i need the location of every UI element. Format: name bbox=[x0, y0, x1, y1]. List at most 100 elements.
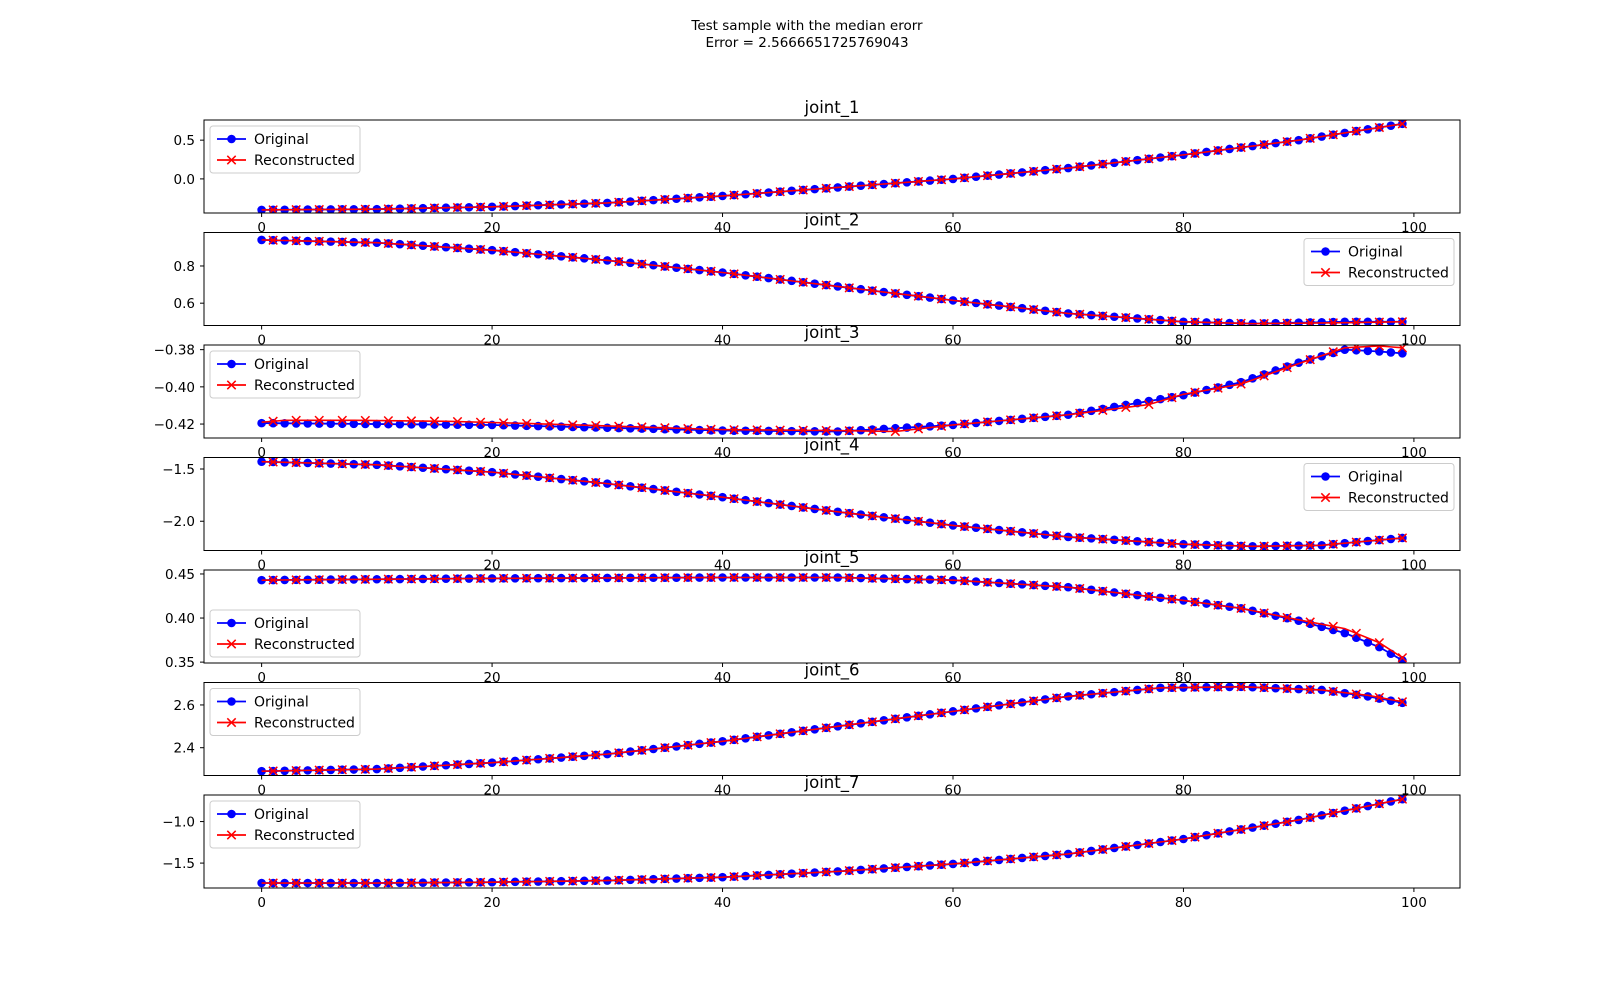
subplot-joint-4: joint_4 0 20 40 60 80 100 −1.5 −2.0 Original Recon… bbox=[162, 436, 1461, 574]
data-point-reconstructed bbox=[867, 426, 878, 436]
series-reconstructed bbox=[261, 457, 1408, 551]
data-point-reconstructed bbox=[1259, 371, 1269, 381]
legend: Original Reconstructed bbox=[1303, 238, 1455, 286]
series-line-original bbox=[261, 239, 1403, 325]
data-point-reconstructed bbox=[1213, 317, 1223, 326]
x-tick-label: 40 bbox=[714, 670, 731, 686]
data-point-reconstructed bbox=[1098, 844, 1108, 855]
data-point-reconstructed bbox=[1213, 682, 1223, 692]
data-point-reconstructed bbox=[291, 457, 301, 468]
data-point-reconstructed bbox=[844, 181, 855, 192]
data-point-original bbox=[626, 424, 635, 433]
data-point-reconstructed bbox=[1397, 317, 1408, 326]
data-point-reconstructed bbox=[1121, 402, 1131, 413]
legend-label: Reconstructed bbox=[1348, 266, 1449, 282]
data-point-reconstructed bbox=[291, 236, 301, 246]
data-point-reconstructed bbox=[982, 299, 993, 310]
data-point-reconstructed bbox=[1190, 539, 1200, 550]
series-line-original bbox=[261, 685, 1403, 773]
data-point-reconstructed bbox=[867, 511, 878, 521]
data-point-reconstructed bbox=[1397, 652, 1408, 663]
data-point-reconstructed bbox=[1282, 318, 1292, 326]
data-point-reconstructed bbox=[959, 419, 970, 429]
data-point-reconstructed bbox=[1005, 578, 1016, 589]
data-point-reconstructed bbox=[683, 873, 693, 883]
data-point-reconstructed bbox=[798, 868, 808, 878]
legend-box bbox=[209, 800, 361, 849]
data-point-reconstructed bbox=[844, 865, 855, 876]
x-tick-label: 40 bbox=[714, 333, 731, 349]
data-point-reconstructed bbox=[890, 178, 901, 188]
data-point-reconstructed bbox=[1167, 316, 1177, 326]
data-point-reconstructed bbox=[360, 574, 371, 585]
data-point-reconstructed bbox=[890, 862, 901, 873]
data-point-original bbox=[741, 426, 750, 436]
data-point-original bbox=[1294, 616, 1303, 625]
legend-label: Reconstructed bbox=[1348, 491, 1449, 507]
data-point-reconstructed bbox=[406, 574, 417, 584]
data-point-reconstructed bbox=[498, 418, 509, 428]
data-point-reconstructed bbox=[959, 705, 970, 715]
data-point-reconstructed bbox=[591, 875, 601, 886]
data-point-reconstructed bbox=[337, 878, 348, 888]
data-point-reconstructed bbox=[568, 475, 578, 485]
x-tick-label: 0 bbox=[257, 558, 266, 574]
data-point-reconstructed bbox=[1259, 608, 1269, 618]
data-point-reconstructed bbox=[913, 516, 924, 527]
data-point-reconstructed bbox=[775, 729, 785, 739]
data-point-reconstructed bbox=[337, 459, 348, 469]
legend-box bbox=[209, 125, 361, 174]
data-point-reconstructed bbox=[729, 572, 739, 583]
legend-label: Original bbox=[1348, 245, 1403, 261]
data-point-reconstructed bbox=[1144, 154, 1154, 164]
data-point-reconstructed bbox=[982, 417, 993, 427]
data-point-reconstructed bbox=[544, 753, 555, 764]
data-point-reconstructed bbox=[1167, 835, 1177, 846]
data-point-reconstructed bbox=[1005, 415, 1016, 425]
data-point-reconstructed bbox=[706, 491, 716, 501]
data-point-reconstructed bbox=[1121, 156, 1131, 167]
data-point-reconstructed bbox=[475, 202, 486, 212]
data-point-reconstructed bbox=[360, 878, 371, 888]
data-point-reconstructed bbox=[521, 418, 532, 429]
data-point-reconstructed bbox=[959, 173, 970, 183]
data-point-reconstructed bbox=[936, 175, 947, 185]
x-tick-label: 20 bbox=[483, 670, 500, 686]
axes-frame bbox=[203, 344, 1461, 439]
data-point-reconstructed bbox=[1328, 686, 1338, 697]
data-point-original bbox=[291, 419, 301, 428]
data-point-original bbox=[303, 419, 313, 428]
data-point-reconstructed bbox=[498, 877, 509, 887]
data-point-reconstructed bbox=[706, 872, 716, 883]
subplot-title: joint_6 bbox=[804, 661, 860, 681]
legend-marker-circle bbox=[227, 618, 236, 628]
data-point-reconstructed bbox=[1144, 314, 1154, 324]
data-point-reconstructed bbox=[475, 417, 486, 427]
data-point-reconstructed bbox=[544, 876, 555, 887]
data-point-reconstructed bbox=[775, 499, 785, 510]
data-point-reconstructed bbox=[1213, 540, 1223, 551]
data-point-reconstructed bbox=[775, 572, 785, 583]
data-point-reconstructed bbox=[752, 572, 762, 583]
x-tick-label: 0 bbox=[257, 783, 266, 799]
data-point-reconstructed bbox=[591, 750, 601, 760]
data-point-reconstructed bbox=[406, 878, 417, 888]
subplot-joint-1: joint_1 0 20 40 60 80 100 0.5 0.0 Original Reconst… bbox=[174, 98, 1461, 236]
data-point-reconstructed bbox=[1121, 589, 1131, 599]
legend-marker-circle bbox=[1321, 247, 1330, 256]
x-tick-label: 60 bbox=[944, 895, 961, 911]
data-point-reconstructed bbox=[1028, 528, 1039, 539]
data-point-reconstructed bbox=[683, 264, 693, 274]
data-point-reconstructed bbox=[798, 425, 808, 436]
x-tick-label: 80 bbox=[1175, 558, 1192, 574]
data-point-reconstructed bbox=[821, 572, 831, 583]
y-tick-label: −1.5 bbox=[162, 462, 195, 478]
data-point-reconstructed bbox=[729, 424, 739, 435]
data-point-reconstructed bbox=[1167, 594, 1177, 604]
data-point-reconstructed bbox=[614, 256, 624, 267]
legend-marker-x bbox=[226, 155, 237, 165]
data-point-reconstructed bbox=[752, 870, 762, 881]
series-line-reconstructed bbox=[261, 345, 1403, 433]
data-point-reconstructed bbox=[1075, 583, 1085, 594]
x-tick-label: 80 bbox=[1175, 333, 1192, 349]
